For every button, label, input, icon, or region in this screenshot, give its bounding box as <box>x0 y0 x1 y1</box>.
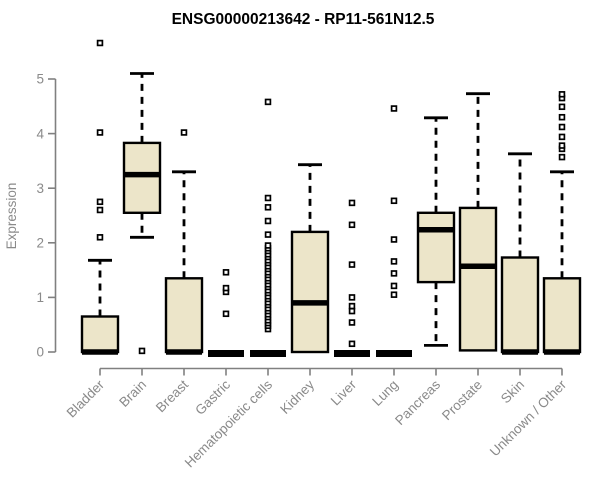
boxplot-bladder <box>80 39 120 355</box>
outlier-point <box>390 197 398 205</box>
chart-title: ENSG00000213642 - RP11-561N12.5 <box>172 11 435 28</box>
boxplot-brain <box>122 72 162 355</box>
outlier-point <box>96 39 104 47</box>
outlier-point <box>222 269 230 276</box>
outlier-point <box>558 142 566 149</box>
outlier-point <box>96 206 104 214</box>
outlier-point <box>390 291 398 298</box>
outlier-point <box>180 129 188 136</box>
outlier-point <box>264 217 272 225</box>
y-tick-label: 4 <box>36 126 44 141</box>
outlier-point <box>558 103 566 111</box>
box <box>416 211 456 284</box>
outlier-point <box>96 234 104 241</box>
outlier-point <box>390 270 398 277</box>
x-tick-label: Brain <box>116 377 149 410</box>
y-tick-label: 5 <box>36 72 44 87</box>
boxplot-prostate <box>458 92 498 352</box>
outlier-point <box>222 284 230 292</box>
outlier-point <box>558 91 566 98</box>
boxplot-hematopoietic-cells <box>250 98 286 357</box>
median-line <box>376 350 412 357</box>
outlier-point <box>96 129 104 136</box>
outlier-point <box>96 198 104 206</box>
median-line <box>208 350 244 357</box>
box <box>290 230 330 354</box>
x-tick-label: Breast <box>153 377 191 415</box>
outlier-point <box>264 194 272 202</box>
outlier-point <box>390 282 398 290</box>
outlier-point <box>348 294 356 301</box>
outlier-point <box>558 113 566 121</box>
boxplot-liver <box>334 199 370 357</box>
boxplot-unknown-other <box>542 91 582 355</box>
box <box>542 277 582 354</box>
boxplot-pancreas <box>416 116 456 347</box>
median-line <box>334 350 370 357</box>
outlier-point <box>264 98 272 106</box>
outlier-point <box>264 204 272 211</box>
outlier-point <box>390 258 398 265</box>
outlier-point <box>264 231 272 238</box>
x-tick-label: Skin <box>498 377 527 406</box>
median-line <box>250 350 286 357</box>
x-tick-label: Lung <box>369 377 401 409</box>
y-tick-label: 3 <box>36 181 44 196</box>
y-axis-label: Expression <box>4 183 19 250</box>
outlier-point <box>222 310 230 318</box>
x-tick-label: Unknown / Other <box>487 377 570 460</box>
outlier-point <box>558 153 566 161</box>
boxplot-lung <box>376 105 412 357</box>
box <box>164 277 204 354</box>
outlier-point <box>558 133 566 141</box>
outlier-point <box>348 307 356 315</box>
y-axis: 0 1 2 3 4 5 <box>36 72 57 360</box>
boxplot-skin <box>500 152 540 355</box>
outlier-point <box>264 242 272 249</box>
outlier-point <box>138 347 146 355</box>
x-tick-label: Bladder <box>64 377 108 421</box>
box <box>500 256 540 354</box>
outlier-point <box>558 123 566 131</box>
boxplot-breast <box>164 129 204 355</box>
y-tick-label: 0 <box>36 345 44 360</box>
outlier-point <box>390 105 398 112</box>
box <box>122 141 162 214</box>
boxplot-gastric <box>208 269 244 357</box>
x-tick-label: Liver <box>328 377 360 409</box>
box <box>80 315 120 354</box>
outlier-point <box>348 221 356 229</box>
boxplot-kidney <box>290 163 330 354</box>
y-tick-label: 2 <box>36 236 44 251</box>
outlier-point <box>348 319 356 326</box>
x-tick-label: Kidney <box>277 377 317 417</box>
outlier-point <box>348 261 356 268</box>
outlier-point <box>348 302 356 310</box>
box <box>458 206 498 352</box>
y-tick-label: 1 <box>36 290 44 305</box>
plot-area <box>80 39 582 357</box>
outlier-point <box>348 340 356 348</box>
x-tick-label: Pancreas <box>392 377 443 428</box>
outlier-point <box>390 236 398 243</box>
x-tick-label: Gastric <box>192 377 233 418</box>
outlier-point <box>348 199 356 207</box>
x-tick-label: Prostate <box>439 377 485 423</box>
